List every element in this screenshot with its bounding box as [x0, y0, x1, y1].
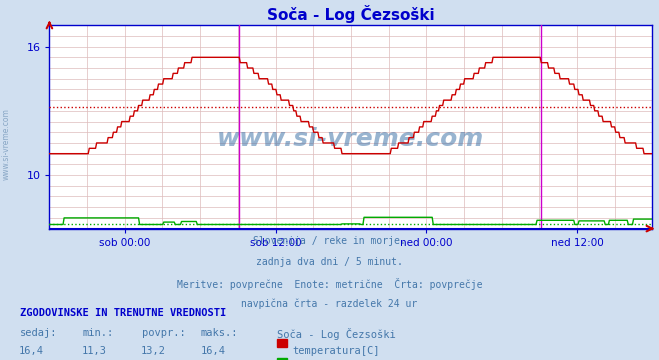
Text: Soča - Log Čezsoški: Soča - Log Čezsoški: [277, 328, 395, 339]
Text: Meritve: povprečne  Enote: metrične  Črta: povprečje: Meritve: povprečne Enote: metrične Črta:…: [177, 278, 482, 289]
Text: ZGODOVINSKE IN TRENUTNE VREDNOSTI: ZGODOVINSKE IN TRENUTNE VREDNOSTI: [20, 308, 226, 318]
Text: sedaj:: sedaj:: [20, 328, 57, 338]
Text: zadnja dva dni / 5 minut.: zadnja dva dni / 5 minut.: [256, 257, 403, 267]
Text: temperatura[C]: temperatura[C]: [293, 346, 380, 356]
Text: 11,3: 11,3: [82, 346, 107, 356]
Text: povpr.:: povpr.:: [142, 328, 185, 338]
Text: 16,4: 16,4: [200, 346, 225, 356]
Text: www.si-vreme.com: www.si-vreme.com: [217, 127, 484, 151]
Title: Soča - Log Čezsoški: Soča - Log Čezsoški: [267, 5, 435, 23]
Text: min.:: min.:: [82, 328, 113, 338]
Text: maks.:: maks.:: [201, 328, 239, 338]
Text: Slovenija / reke in morje.: Slovenija / reke in morje.: [253, 236, 406, 246]
Text: 13,2: 13,2: [141, 346, 166, 356]
Text: www.si-vreme.com: www.si-vreme.com: [2, 108, 11, 180]
Text: navpična črta - razdelek 24 ur: navpična črta - razdelek 24 ur: [241, 298, 418, 309]
Text: 16,4: 16,4: [19, 346, 44, 356]
